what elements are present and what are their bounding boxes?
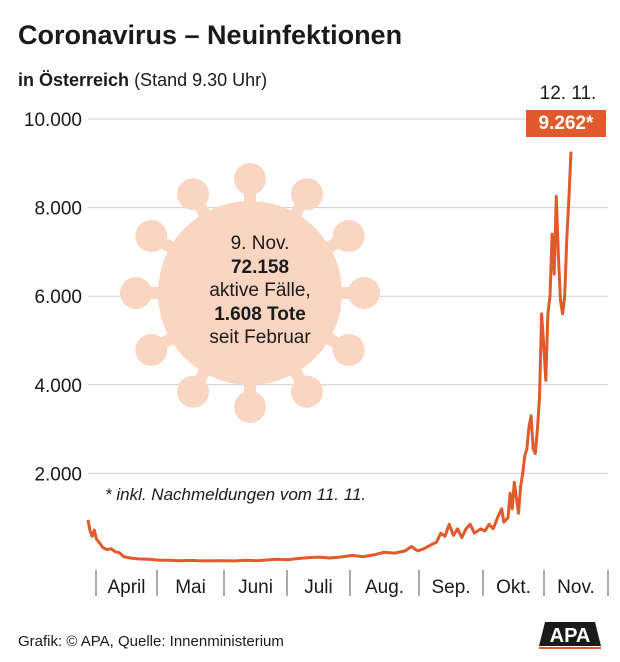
x-tick-label: Juni bbox=[238, 577, 273, 598]
subtitle-timestamp: (Stand 9.30 Uhr) bbox=[134, 70, 268, 90]
y-tick-label: 8.000 bbox=[34, 199, 82, 220]
last-point-date: 12. 11. bbox=[539, 83, 597, 104]
virus-spike-knob bbox=[177, 178, 209, 211]
x-tick-label: Mai bbox=[175, 577, 206, 598]
y-tick-label: 2.000 bbox=[34, 464, 82, 485]
series-line bbox=[86, 151, 573, 563]
callout-active-number: 72.158 bbox=[230, 256, 290, 278]
x-tick-label: April bbox=[107, 577, 145, 598]
logo-text: APA bbox=[550, 625, 591, 647]
callout-date: 9. Nov. bbox=[230, 233, 290, 254]
apa-logo: APA bbox=[539, 622, 601, 649]
virus-spike-knob bbox=[332, 334, 365, 366]
virus-spike-knob bbox=[234, 163, 266, 195]
virus-spike-knob bbox=[135, 220, 168, 252]
virus-spike-knob bbox=[291, 178, 323, 211]
last-point-value-badge: 9.262* bbox=[526, 110, 606, 137]
x-tick-label: Juli bbox=[304, 577, 333, 598]
callout-active-label: aktive Fälle, bbox=[209, 280, 311, 301]
virus-spike-knob bbox=[120, 277, 152, 309]
virus-spike-knob bbox=[234, 391, 266, 423]
y-tick-label: 4.000 bbox=[34, 376, 82, 397]
virus-spike-knob bbox=[332, 220, 365, 252]
virus-spike-knob bbox=[135, 334, 168, 366]
virus-spike-knob bbox=[177, 375, 209, 408]
source-credit: Grafik: © APA, Quelle: Innenministerium bbox=[18, 633, 284, 650]
page-title: Coronavirus – Neuinfektionen bbox=[18, 20, 403, 50]
callout-text: 9. Nov. 72.158 aktive Fälle, 1.608 Tote … bbox=[175, 232, 345, 350]
callout-since: seit Februar bbox=[209, 327, 311, 348]
virus-spike-knob bbox=[291, 375, 323, 408]
x-tick-label: Okt. bbox=[496, 577, 531, 598]
y-tick-label: 10.000 bbox=[24, 110, 82, 131]
x-tick-label: Aug. bbox=[365, 577, 404, 598]
chart-footnote: * inkl. Nachmeldungen vom 11. 11. bbox=[105, 485, 367, 504]
callout-deaths: 1.608 Tote bbox=[214, 303, 306, 325]
virus-body bbox=[158, 201, 342, 385]
virus-spike-knob bbox=[348, 277, 380, 309]
page-subtitle: in Österreich (Stand 9.30 Uhr) bbox=[18, 70, 267, 91]
x-tick-label: Sep. bbox=[431, 577, 470, 598]
y-tick-label: 6.000 bbox=[34, 287, 82, 308]
subtitle-region: in Österreich bbox=[18, 70, 130, 90]
virus-illustration bbox=[120, 163, 380, 423]
x-tick-label: Nov. bbox=[557, 577, 595, 598]
